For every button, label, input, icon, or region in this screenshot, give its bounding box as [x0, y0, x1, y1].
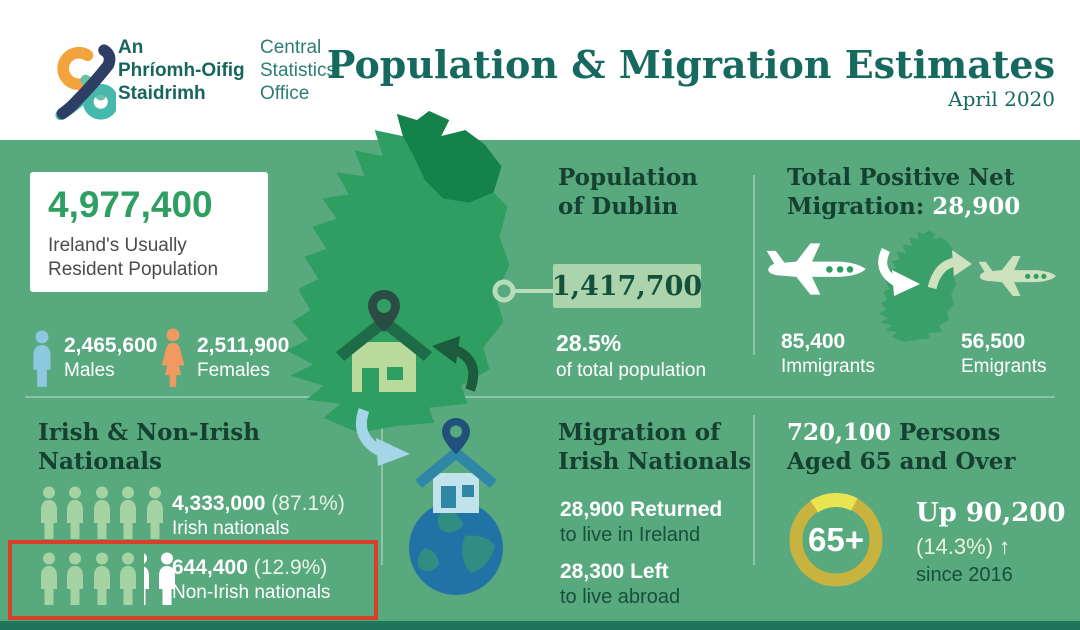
- page-title: Population & Migration Estimates: [326, 42, 1055, 87]
- person-icon: [146, 486, 163, 539]
- left-value: 28,300 Left: [560, 560, 669, 583]
- dublin-heading-line1: Population: [558, 164, 698, 191]
- dublin-percent-label: of total population: [556, 360, 707, 381]
- females-value: 2,511,900: [197, 334, 290, 357]
- emigration-airplane-icon: [978, 255, 1057, 297]
- irish-label: Irish nationals: [172, 518, 290, 539]
- males-label: Males: [64, 360, 115, 381]
- aged-heading-rest: Persons: [891, 419, 1001, 446]
- nationals-heading-line2: Nationals: [38, 448, 162, 475]
- 65-plus-donut-ring: [789, 493, 883, 587]
- globe-house-icon: [409, 418, 503, 595]
- non-irish-value: 644,400: [172, 556, 248, 579]
- male-person-icon: [33, 330, 51, 387]
- arrow-into-ireland-icon: [878, 248, 920, 296]
- aged-65-badge: 65+: [808, 521, 864, 558]
- dublin-connector: [492, 279, 556, 303]
- irish-percent: (87.1%): [271, 492, 345, 515]
- half-person-icon: [143, 553, 149, 605]
- vertical-divider-bottom-right: [753, 415, 755, 565]
- net-migration-heading-line2: Migration: 28,900: [787, 192, 1020, 221]
- immigrants-label: Immigrants: [781, 356, 875, 377]
- dublin-heading-line2: of Dublin: [558, 193, 679, 220]
- aged-heading-line2: Aged 65 and Over: [787, 448, 1016, 475]
- usually-resident-population-card: 4,977,400 Ireland's Usually Resident Pop…: [30, 172, 268, 292]
- emigrants-value: 56,500: [961, 330, 1026, 353]
- person-icon: [120, 552, 137, 605]
- logo-irish-line2: Phríomh-Oifig: [118, 60, 245, 81]
- female-person-icon: [161, 328, 185, 387]
- non-irish-label: Non-Irish nationals: [172, 582, 331, 603]
- females-label: Females: [197, 360, 270, 381]
- non-irish-people-icons: [38, 552, 178, 606]
- left-label: to live abroad: [560, 586, 681, 608]
- aged-up-value: Up 90,200: [916, 498, 1066, 528]
- total-population-label-line2: Resident Population: [48, 259, 219, 280]
- ireland-mini-map: [878, 230, 957, 342]
- aged-up-percent: (14.3%): [916, 534, 994, 559]
- aged-since: since 2016: [916, 564, 1013, 586]
- returned-value: 28,900 Returned: [560, 498, 723, 521]
- footer-bar: [0, 621, 1080, 630]
- arrow-out-of-ireland-icon: [927, 250, 972, 290]
- dublin-percent: 28.5%: [556, 330, 622, 356]
- logo-english-name: Central Statistics Office: [260, 36, 336, 105]
- report-date: April 2020: [948, 87, 1055, 111]
- net-migration-value: 28,900: [932, 193, 1021, 220]
- person-icon: [159, 552, 176, 605]
- returned-label: to live in Ireland: [560, 524, 701, 546]
- dublin-population-value: 1,417,700: [552, 264, 702, 308]
- aged-heading-line1: 720,100 Persons: [787, 418, 1016, 447]
- nationals-heading-line1: Irish & Non-Irish: [38, 419, 260, 446]
- males-value: 2,465,600: [64, 334, 158, 357]
- up-arrow-icon: ↑: [999, 534, 1011, 559]
- vertical-divider-top: [753, 175, 755, 355]
- irish-migration-heading-line2: Irish Nationals: [558, 448, 752, 475]
- net-migration-heading-line1: Total Positive Net: [787, 164, 1015, 191]
- logo-irish-line1: An: [118, 37, 144, 58]
- header-band: [0, 0, 1080, 140]
- logo-english-line3: Office: [260, 83, 310, 104]
- logo-irish-line3: Staidrimh: [118, 83, 206, 104]
- irish-migration-heading-line1: Migration of: [558, 419, 720, 446]
- irish-value: 4,333,000: [172, 492, 266, 515]
- irish-people-icons: [38, 486, 166, 540]
- immigrants-value: 85,400: [781, 330, 846, 353]
- total-population-label-line1: Ireland's Usually: [48, 235, 187, 256]
- person-icon: [120, 486, 137, 539]
- aged-heading-value: 720,100: [787, 419, 892, 446]
- horizontal-divider: [25, 396, 1055, 398]
- non-irish-percent: (12.9%): [253, 556, 328, 579]
- total-population-value: 4,977,400: [48, 184, 213, 225]
- person-icon: [41, 486, 57, 539]
- person-icon: [67, 486, 84, 539]
- logo-english-line1: Central: [260, 37, 322, 58]
- cso-logo-icon: [55, 44, 116, 120]
- person-icon: [67, 552, 84, 605]
- immigration-airplane-icon: [766, 243, 866, 295]
- vertical-divider-bottom-left: [381, 415, 383, 565]
- logo-irish-name: An Phríomh-Oifig Staidrimh: [118, 36, 245, 105]
- person-icon: [93, 552, 110, 605]
- highlight-box: [8, 540, 378, 620]
- person-icon: [41, 552, 57, 605]
- logo-english-line2: Statistics: [260, 60, 337, 81]
- house-icon: [336, 290, 479, 392]
- net-migration-heading-label: Migration:: [787, 193, 925, 220]
- person-icon: [93, 486, 110, 539]
- emigrants-label: Emigrants: [961, 356, 1047, 377]
- curved-arrow-down-icon: [355, 408, 410, 466]
